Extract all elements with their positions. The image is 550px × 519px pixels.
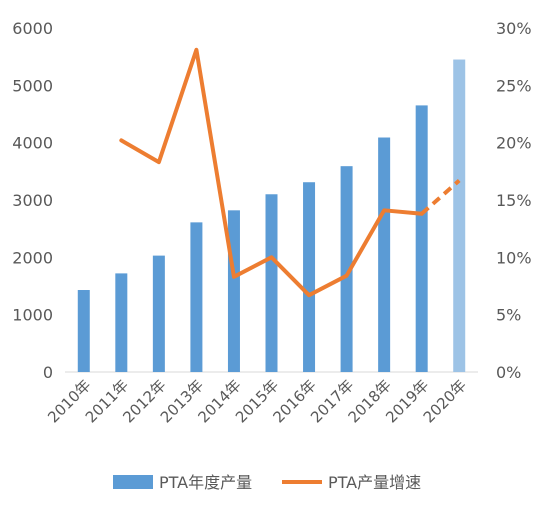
bar-estimated [453, 59, 466, 373]
bar [190, 222, 203, 372]
bar [378, 137, 391, 372]
right-tick-label: 5% [496, 306, 521, 325]
right-tick-label: 20% [496, 134, 532, 153]
bar [265, 194, 278, 372]
x-axis: 2010年2011年2012年2013年2014年2015年2016年2017年… [44, 371, 478, 426]
line-series [119, 47, 461, 298]
bar [340, 166, 353, 372]
right-tick-label: 15% [496, 191, 532, 210]
left-tick-label: 2000 [12, 248, 53, 267]
bar [227, 210, 240, 372]
left-tick-label: 6000 [12, 19, 53, 38]
growth-line [119, 47, 424, 298]
left-tick-label: 5000 [12, 76, 53, 95]
right-tick-label: 0% [496, 363, 521, 382]
right-tick-label: 10% [496, 248, 532, 267]
legend-line-label: PTA产量增速 [328, 473, 421, 492]
growth-line-forecast [420, 179, 461, 216]
legend-bar-label: PTA年度产量 [159, 473, 252, 492]
left-tick-label: 4000 [12, 134, 53, 153]
left-axis: 0 1000 2000 3000 4000 5000 6000 [12, 19, 53, 382]
left-tick-label: 1000 [12, 306, 53, 325]
legend-bar-swatch [113, 475, 153, 489]
left-tick-label: 3000 [12, 191, 53, 210]
bar [77, 290, 90, 372]
right-axis: 0% 5% 10% 15% 20% 25% 30% [496, 19, 532, 382]
bar-series [77, 59, 466, 373]
bar [303, 182, 316, 372]
left-tick-label: 0 [43, 363, 53, 382]
bar [115, 273, 128, 372]
legend: PTA年度产量 PTA产量增速 [113, 473, 421, 492]
right-tick-label: 30% [496, 19, 532, 38]
bar [152, 255, 165, 372]
bar [415, 105, 428, 373]
right-tick-label: 25% [496, 76, 532, 95]
